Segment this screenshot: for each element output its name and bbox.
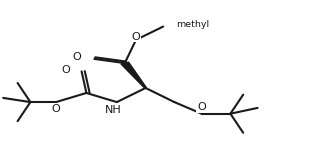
Text: NH: NH bbox=[105, 105, 122, 115]
Polygon shape bbox=[121, 62, 147, 88]
Text: methyl: methyl bbox=[176, 20, 209, 29]
Text: O: O bbox=[52, 104, 60, 114]
Text: O: O bbox=[197, 102, 206, 112]
Text: O: O bbox=[73, 52, 82, 62]
Text: O: O bbox=[62, 65, 70, 75]
Text: O: O bbox=[132, 32, 140, 42]
